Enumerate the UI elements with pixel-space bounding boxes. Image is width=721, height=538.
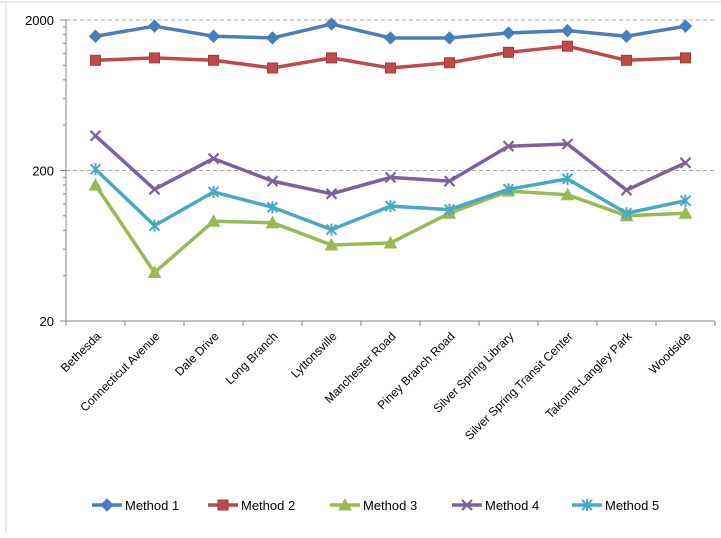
data-point-method-5 bbox=[679, 194, 692, 207]
data-point-method-3 bbox=[206, 214, 221, 227]
data-point-method-3 bbox=[147, 265, 162, 279]
data-point-method-1 bbox=[206, 29, 221, 43]
legend-label-method-4: Method 4 bbox=[485, 498, 539, 513]
data-point-method-1 bbox=[678, 19, 693, 33]
data-point-method-5 bbox=[89, 163, 102, 176]
data-point-method-3 bbox=[265, 215, 280, 229]
data-point-method-1 bbox=[560, 23, 575, 38]
data-point-method-1 bbox=[88, 29, 103, 43]
data-point-method-5 bbox=[325, 223, 338, 236]
data-point-method-5 bbox=[443, 203, 456, 216]
x-category-label: Lyttonsville bbox=[288, 329, 340, 381]
data-point-method-4 bbox=[325, 188, 338, 200]
y-tick-label: 200 bbox=[32, 164, 54, 179]
data-point-method-5 bbox=[561, 172, 574, 185]
data-point-method-3 bbox=[560, 187, 575, 201]
data-point-method-1 bbox=[265, 31, 280, 45]
data-point-method-5 bbox=[207, 185, 220, 198]
legend-label-method-5: Method 5 bbox=[605, 498, 659, 513]
legend-label-method-3: Method 3 bbox=[363, 498, 417, 513]
legend-label-method-2: Method 2 bbox=[241, 498, 295, 513]
data-point-method-5 bbox=[384, 200, 397, 213]
data-point-method-2 bbox=[680, 52, 691, 64]
data-point-method-1 bbox=[383, 31, 398, 45]
data-point-method-5 bbox=[266, 201, 279, 214]
data-point-method-2 bbox=[621, 54, 632, 66]
data-point-method-3 bbox=[678, 206, 693, 219]
data-point-method-4 bbox=[89, 130, 102, 142]
data-point-method-5 bbox=[502, 183, 515, 196]
legend-marker-method-4 bbox=[461, 499, 473, 511]
data-point-method-2 bbox=[444, 57, 455, 69]
data-point-method-2 bbox=[562, 40, 573, 52]
legend-marker-method-5 bbox=[581, 499, 593, 511]
data-point-method-1 bbox=[147, 19, 162, 33]
x-category-label: Bethesda bbox=[58, 329, 104, 375]
legend-label-method-1: Method 1 bbox=[125, 498, 179, 513]
data-point-method-1 bbox=[324, 17, 339, 31]
data-point-method-1 bbox=[619, 29, 634, 43]
y-tick-label: 2000 bbox=[25, 13, 54, 28]
x-category-label: Dale Drive bbox=[172, 329, 222, 379]
data-point-method-2 bbox=[503, 46, 514, 58]
data-point-method-4 bbox=[620, 184, 633, 196]
data-point-method-2 bbox=[385, 62, 396, 74]
series-line-method-4 bbox=[93, 134, 688, 196]
data-point-method-2 bbox=[149, 52, 160, 64]
data-point-method-4 bbox=[148, 183, 161, 196]
x-category-label: Long Branch bbox=[223, 329, 281, 387]
series-line-method-3 bbox=[93, 183, 688, 275]
y-tick-label: 20 bbox=[40, 314, 54, 329]
data-point-method-5 bbox=[148, 219, 161, 232]
data-point-method-4 bbox=[561, 138, 574, 150]
data-point-method-3 bbox=[324, 237, 339, 251]
legend-marker-method-1 bbox=[100, 498, 114, 512]
data-point-method-2 bbox=[208, 54, 219, 66]
data-point-method-2 bbox=[326, 52, 337, 64]
data-point-method-4 bbox=[502, 140, 515, 152]
data-point-method-2 bbox=[267, 62, 278, 74]
data-point-method-4 bbox=[384, 171, 397, 184]
data-point-method-1 bbox=[442, 31, 457, 45]
legend-marker-method-2 bbox=[217, 499, 229, 511]
data-point-method-3 bbox=[88, 178, 103, 191]
data-point-method-2 bbox=[90, 54, 101, 66]
data-point-method-4 bbox=[443, 175, 456, 187]
data-point-method-1 bbox=[501, 26, 516, 40]
data-point-method-4 bbox=[266, 175, 279, 187]
data-point-method-3 bbox=[383, 235, 398, 249]
data-point-method-4 bbox=[679, 157, 692, 169]
data-point-method-5 bbox=[620, 207, 633, 220]
data-point-method-4 bbox=[207, 152, 220, 165]
x-category-label: Woodside bbox=[646, 329, 694, 377]
legend-marker-method-3 bbox=[338, 497, 352, 511]
x-category-label: Silver Spring Transit Center bbox=[462, 329, 576, 443]
